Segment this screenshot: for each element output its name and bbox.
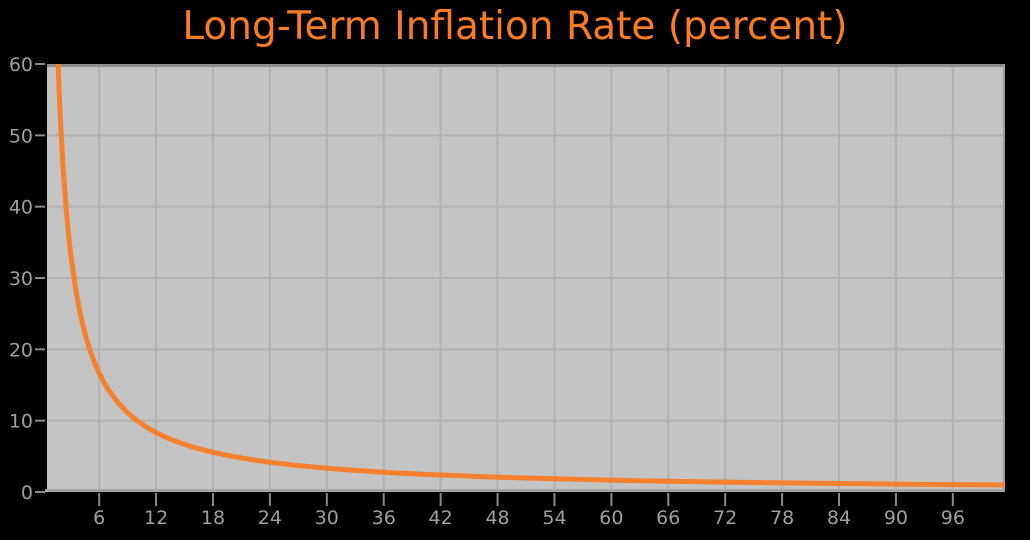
x-tick-label: 66 <box>656 507 680 529</box>
y-tick-label: 20 <box>9 339 33 361</box>
x-tick-label: 96 <box>941 507 965 529</box>
x-tick-label: 30 <box>315 507 339 529</box>
x-tick-label: 48 <box>485 507 509 529</box>
x-tick-label: 42 <box>429 507 453 529</box>
y-tick-label: 10 <box>9 411 33 433</box>
y-tick-label: 60 <box>9 54 33 76</box>
x-tick-label: 12 <box>144 507 168 529</box>
x-tick-label: 78 <box>770 507 794 529</box>
y-tick-label: 30 <box>9 268 33 290</box>
x-tick-label: 54 <box>542 507 566 529</box>
x-tick-label: 72 <box>713 507 737 529</box>
x-tick-label: 60 <box>599 507 623 529</box>
x-tick-label: 18 <box>201 507 225 529</box>
inflation-rate-curve <box>55 64 1005 488</box>
y-tick-label: 50 <box>9 125 33 147</box>
x-tick-label: 24 <box>258 507 282 529</box>
x-tick-label: 6 <box>93 507 105 529</box>
x-tick-label: 36 <box>372 507 396 529</box>
y-tick-label: 0 <box>21 482 33 504</box>
y-tick-label: 40 <box>9 197 33 219</box>
chart-title: Long-Term Inflation Rate (percent) <box>182 4 848 49</box>
x-tick-label: 84 <box>827 507 851 529</box>
x-tick-label: 90 <box>884 507 908 529</box>
